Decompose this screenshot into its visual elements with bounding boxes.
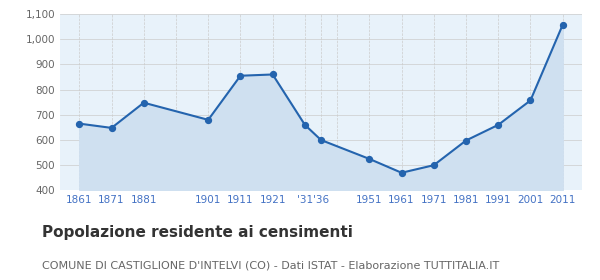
Point <box>493 123 503 127</box>
Point <box>74 122 84 126</box>
Text: Popolazione residente ai censimenti: Popolazione residente ai censimenti <box>42 225 353 241</box>
Point <box>461 138 471 143</box>
Point <box>268 72 277 77</box>
Text: COMUNE DI CASTIGLIONE D'INTELVI (CO) - Dati ISTAT - Elaborazione TUTTITALIA.IT: COMUNE DI CASTIGLIONE D'INTELVI (CO) - D… <box>42 260 499 270</box>
Point <box>558 23 568 27</box>
Point <box>236 74 245 78</box>
Point <box>139 101 149 105</box>
Point <box>203 118 213 122</box>
Point <box>526 98 535 103</box>
Point <box>397 171 406 175</box>
Point <box>316 138 326 142</box>
Point <box>429 163 439 167</box>
Point <box>365 157 374 161</box>
Point <box>300 123 310 127</box>
Point <box>107 126 116 130</box>
